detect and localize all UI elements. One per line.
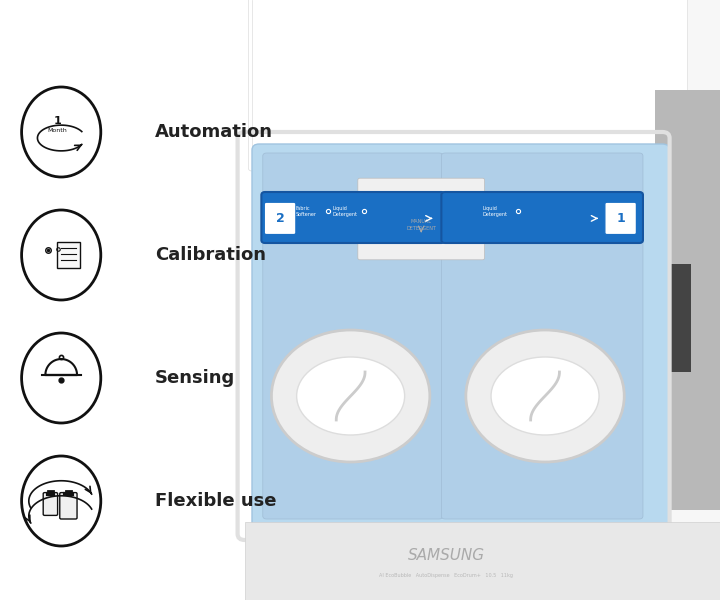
FancyBboxPatch shape: [605, 202, 636, 235]
FancyBboxPatch shape: [252, 144, 670, 528]
Ellipse shape: [271, 330, 430, 462]
Text: 2: 2: [276, 212, 284, 225]
FancyBboxPatch shape: [358, 178, 485, 260]
FancyBboxPatch shape: [252, 0, 720, 600]
Text: Flexible use: Flexible use: [155, 492, 276, 510]
Text: MANUAL
DETERGENT: MANUAL DETERGENT: [406, 220, 436, 230]
FancyBboxPatch shape: [264, 202, 296, 235]
FancyBboxPatch shape: [261, 192, 445, 243]
FancyBboxPatch shape: [60, 493, 77, 519]
Text: Month: Month: [48, 128, 68, 133]
Text: Fabric
Softener: Fabric Softener: [295, 206, 316, 217]
Text: Liquid
Detergent: Liquid Detergent: [333, 206, 358, 217]
Ellipse shape: [491, 357, 599, 435]
FancyBboxPatch shape: [441, 153, 643, 519]
Text: Automation: Automation: [155, 123, 273, 141]
FancyBboxPatch shape: [57, 242, 80, 268]
FancyBboxPatch shape: [349, 159, 500, 273]
FancyBboxPatch shape: [263, 153, 443, 519]
FancyBboxPatch shape: [245, 522, 720, 600]
FancyBboxPatch shape: [43, 493, 58, 515]
Text: AI EcoBubble   AutoDispense   EcoDrum+   10.5   11kg: AI EcoBubble AutoDispense EcoDrum+ 10.5 …: [379, 574, 513, 578]
Text: Liquid
Detergent: Liquid Detergent: [482, 206, 508, 217]
Text: Calibration: Calibration: [155, 246, 266, 264]
Text: Sensing: Sensing: [155, 369, 235, 387]
Text: 1: 1: [54, 116, 61, 126]
Ellipse shape: [466, 330, 624, 462]
FancyBboxPatch shape: [248, 0, 688, 171]
FancyBboxPatch shape: [441, 192, 643, 243]
Text: 1: 1: [616, 212, 625, 225]
Text: SAMSUNG: SAMSUNG: [408, 547, 485, 563]
FancyBboxPatch shape: [655, 264, 691, 372]
FancyBboxPatch shape: [655, 90, 720, 510]
Ellipse shape: [297, 357, 405, 435]
